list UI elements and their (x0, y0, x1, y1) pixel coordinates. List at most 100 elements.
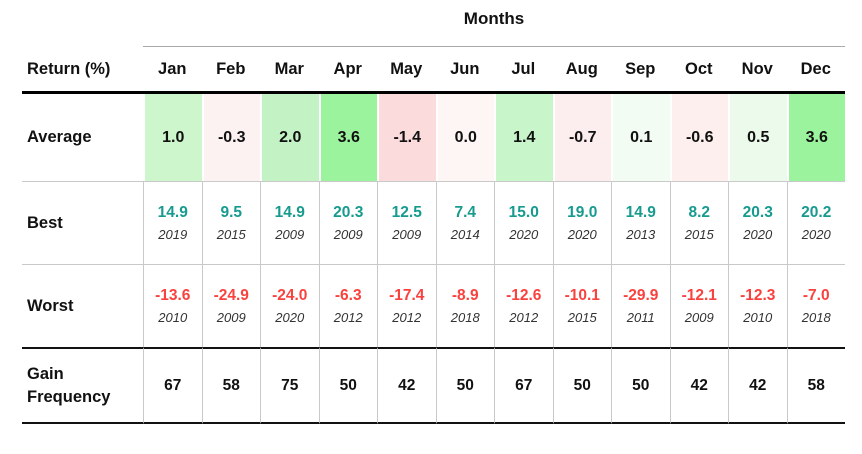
month-header-sep: Sep (611, 47, 670, 94)
worst-cell-jan: -13.6 2010 (143, 264, 202, 347)
month-header-jun: Jun (435, 47, 494, 94)
best-cell-oct: 8.2 2015 (669, 181, 728, 264)
best-value-oct: 8.2 (688, 204, 711, 222)
month-header-feb: Feb (201, 47, 260, 94)
worst-row-label: Worst (22, 264, 143, 347)
months-group-title: Months (143, 0, 845, 47)
average-cell-jan: 1.0 (143, 94, 202, 181)
average-cell-may: -1.4 (377, 94, 436, 181)
average-cell-oct: -0.6 (669, 94, 728, 181)
worst-year-sep: 2011 (626, 309, 655, 325)
month-header-mar: Mar (260, 47, 319, 94)
best-cell-may: 12.5 2009 (377, 181, 436, 264)
worst-value-dec: -7.0 (802, 287, 830, 305)
best-value-dec: 20.2 (801, 204, 832, 222)
worst-value-sep: -29.9 (623, 287, 659, 305)
months-group-row: Months (22, 0, 845, 47)
average-cell-nov: 0.5 (728, 94, 787, 181)
worst-year-nov: 2010 (743, 309, 773, 325)
worst-value-jan: -13.6 (155, 287, 191, 305)
average-cell-feb: -0.3 (201, 94, 260, 181)
return-pct-header: Return (%) (22, 47, 143, 94)
worst-cell-sep: -29.9 2011 (611, 264, 670, 347)
gain-frequency-cell-mar: 75 (260, 347, 319, 424)
worst-year-jun: 2018 (450, 309, 480, 325)
month-header-apr: Apr (318, 47, 377, 94)
worst-cell-nov: -12.3 2010 (728, 264, 787, 347)
best-year-aug: 2020 (567, 226, 597, 242)
worst-year-dec: 2018 (801, 309, 831, 325)
best-year-sep: 2013 (626, 226, 656, 242)
worst-year-feb: 2009 (216, 309, 246, 325)
best-value-may: 12.5 (391, 204, 422, 222)
best-year-apr: 2009 (333, 226, 363, 242)
best-cell-aug: 19.0 2020 (552, 181, 611, 264)
worst-cell-apr: -6.3 2012 (318, 264, 377, 347)
worst-value-oct: -12.1 (681, 287, 717, 305)
worst-row: Worst -13.6 2010 -24.9 2009 -24.0 2020 -6.3 201… (22, 264, 845, 347)
best-value-sep: 14.9 (625, 204, 656, 222)
worst-value-may: -17.4 (389, 287, 425, 305)
worst-cell-jun: -8.9 2018 (435, 264, 494, 347)
worst-year-jul: 2012 (509, 309, 539, 325)
worst-value-nov: -12.3 (740, 287, 776, 305)
month-header-oct: Oct (669, 47, 728, 94)
best-value-apr: 20.3 (333, 204, 364, 222)
best-year-jul: 2020 (509, 226, 539, 242)
best-value-jan: 14.9 (157, 204, 188, 222)
worst-cell-dec: -7.0 2018 (786, 264, 845, 347)
month-header-aug: Aug (552, 47, 611, 94)
worst-cell-feb: -24.9 2009 (201, 264, 260, 347)
best-cell-apr: 20.3 2009 (318, 181, 377, 264)
worst-year-may: 2012 (392, 309, 422, 325)
month-header-may: May (377, 47, 436, 94)
best-cell-nov: 20.3 2020 (728, 181, 787, 264)
gain-frequency-cell-may: 42 (377, 347, 436, 424)
gain-frequency-cell-aug: 50 (552, 347, 611, 424)
best-value-mar: 14.9 (274, 204, 305, 222)
gain-frequency-cell-jan: 67 (143, 347, 202, 424)
best-year-nov: 2020 (743, 226, 773, 242)
best-value-aug: 19.0 (567, 204, 598, 222)
worst-value-feb: -24.9 (213, 287, 249, 305)
best-cell-dec: 20.2 2020 (786, 181, 845, 264)
month-header-jul: Jul (494, 47, 553, 94)
best-cell-feb: 9.5 2015 (201, 181, 260, 264)
average-cell-mar: 2.0 (260, 94, 319, 181)
worst-year-oct: 2009 (684, 309, 714, 325)
month-header-dec: Dec (786, 47, 845, 94)
best-year-jan: 2019 (158, 226, 188, 242)
best-cell-jan: 14.9 2019 (143, 181, 202, 264)
worst-year-mar: 2020 (275, 309, 305, 325)
worst-cell-may: -17.4 2012 (377, 264, 436, 347)
best-year-dec: 2020 (801, 226, 831, 242)
gain-frequency-cell-nov: 42 (728, 347, 787, 424)
gain-frequency-cell-feb: 58 (201, 347, 260, 424)
average-cell-jul: 1.4 (494, 94, 553, 181)
column-header-row: Return (%) Jan Feb Mar Apr May Jun Jul Aug Sep Oc… (22, 47, 845, 94)
worst-cell-aug: -10.1 2015 (552, 264, 611, 347)
month-header-jan: Jan (143, 47, 202, 94)
best-cell-jul: 15.0 2020 (494, 181, 553, 264)
best-value-nov: 20.3 (742, 204, 773, 222)
corner-empty-cell (22, 0, 143, 47)
gain-frequency-cell-sep: 50 (611, 347, 670, 424)
average-cell-dec: 3.6 (786, 94, 845, 181)
worst-value-aug: -10.1 (564, 287, 600, 305)
gain-frequency-row: Gain Frequency 67 58 75 50 42 50 67 50 50 42 42 58 (22, 347, 845, 424)
best-value-feb: 9.5 (220, 204, 243, 222)
average-cell-jun: 0.0 (435, 94, 494, 181)
worst-year-jan: 2010 (158, 309, 188, 325)
average-cell-sep: 0.1 (611, 94, 670, 181)
best-year-may: 2009 (392, 226, 422, 242)
best-cell-sep: 14.9 2013 (611, 181, 670, 264)
best-value-jun: 7.4 (454, 204, 477, 222)
best-year-oct: 2015 (684, 226, 714, 242)
best-year-mar: 2009 (275, 226, 305, 242)
gain-frequency-cell-apr: 50 (318, 347, 377, 424)
gain-frequency-cell-dec: 58 (786, 347, 845, 424)
worst-year-apr: 2012 (333, 309, 363, 325)
worst-cell-oct: -12.1 2009 (669, 264, 728, 347)
worst-cell-jul: -12.6 2012 (494, 264, 553, 347)
worst-value-jul: -12.6 (506, 287, 542, 305)
